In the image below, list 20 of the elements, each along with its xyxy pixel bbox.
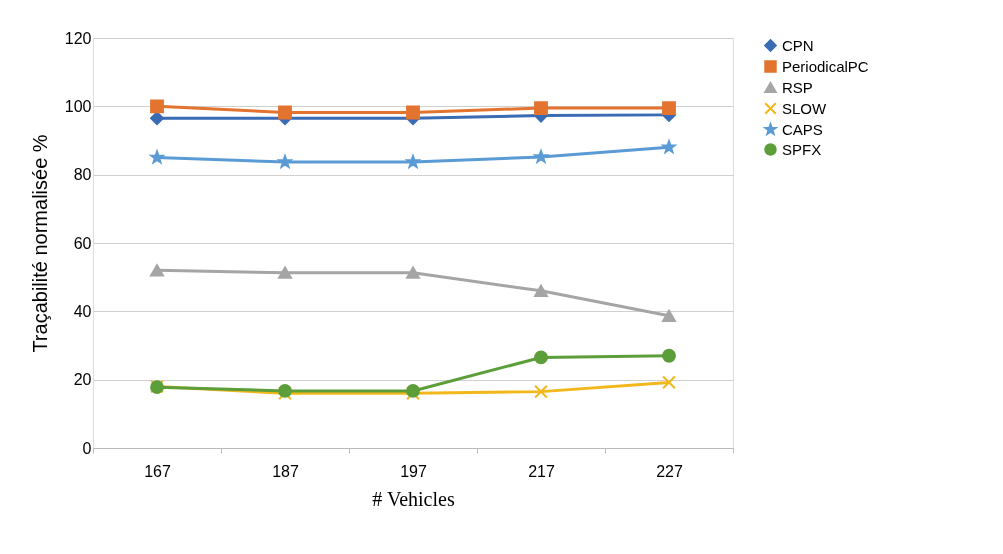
y-tick-label: 120 — [64, 29, 92, 47]
y-tick-label: 20 — [73, 371, 92, 389]
x-tick-label: 217 — [528, 462, 555, 480]
y-tick-label: 80 — [73, 166, 92, 184]
y-axis-title: Traçabilité normalisée % — [28, 134, 51, 353]
y-tick-label: 0 — [82, 439, 92, 457]
legend-label: PeriodicalPC — [782, 57, 869, 75]
legend-label: CAPS — [782, 120, 823, 138]
x-tick-label: 187 — [272, 462, 299, 480]
x-tick-label: 227 — [656, 462, 683, 480]
legend-label: SPFX — [782, 140, 822, 158]
legend-label: CPN — [782, 36, 814, 54]
y-tick-label: 100 — [64, 97, 92, 115]
y-tick-label: 60 — [73, 234, 92, 252]
x-axis-title: # Vehicles — [372, 487, 455, 510]
y-tick-label: 40 — [73, 302, 92, 320]
legend-label: SLOW — [782, 99, 828, 117]
legend-label: RSP — [782, 78, 813, 96]
x-tick-label: 167 — [144, 462, 171, 480]
x-tick-label: 197 — [400, 462, 427, 480]
